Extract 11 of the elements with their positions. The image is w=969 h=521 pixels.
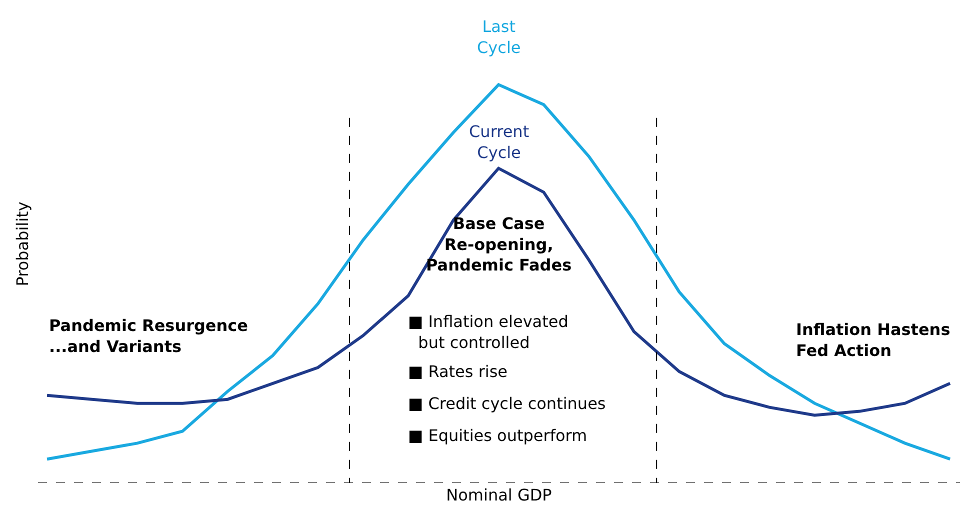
y-axis-title: Probability <box>12 202 32 286</box>
annotation: ■ Equities outperform <box>408 426 588 445</box>
text: Last Cycle <box>477 17 521 57</box>
series-label: Current Cycle <box>469 122 530 162</box>
x-axis-title: Nominal GDP <box>446 486 552 505</box>
annotation: ■ Rates rise <box>408 362 508 381</box>
annotation: ■ Credit cycle continues <box>408 394 606 413</box>
annotation: Base Case Re-opening, Pandemic Fades <box>426 214 572 275</box>
annotation: ■ Inflation elevated but controlled <box>408 312 568 352</box>
annotation: Pandemic Resurgence ...and Variants <box>49 316 248 356</box>
annotation: Inflation Hastens Fed Action <box>796 320 950 360</box>
